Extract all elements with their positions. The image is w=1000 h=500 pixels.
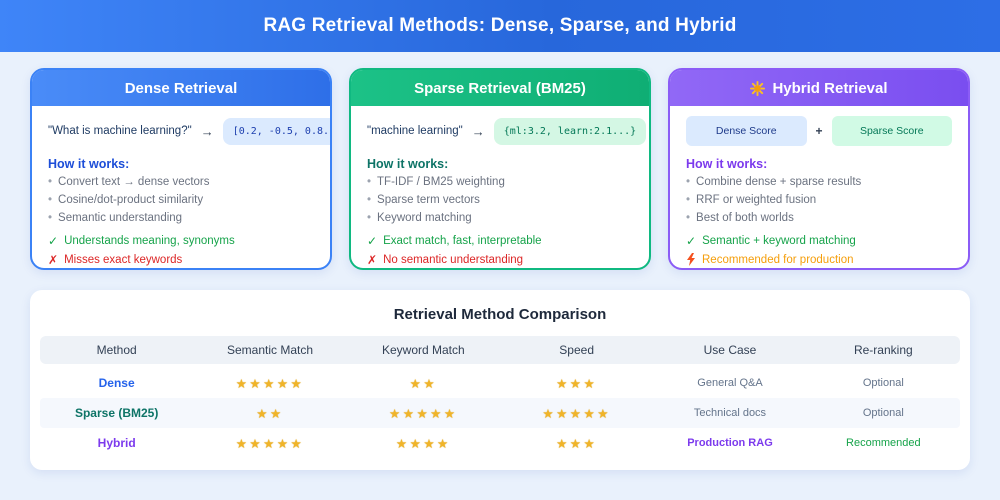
dense-pro-text: Understands meaning, synonyms: [64, 235, 235, 247]
bullet-item: Semantic understanding: [48, 212, 314, 225]
starburst-icon: [750, 80, 766, 96]
sparse-con-text: No semantic understanding: [383, 254, 524, 266]
sparse-pro-text: Exact match, fast, interpretable: [383, 235, 542, 247]
keyword-match-rating: ★★★★: [395, 436, 451, 451]
table-row-sparse: Sparse (BM25) ★★ ★★★★★ ★★★★★ Technical d…: [40, 398, 960, 428]
speed-rating: ★★★: [556, 436, 598, 451]
card-dense-retrieval: Dense Retrieval "What is machine learnin…: [30, 68, 332, 270]
sparse-con-line: ✗ No semantic understanding: [367, 253, 633, 267]
card-sparse-header: Sparse Retrieval (BM25): [351, 70, 649, 106]
use-case-cell: Technical docs: [693, 407, 767, 419]
card-sparse-retrieval: Sparse Retrieval (BM25) "machine learnin…: [349, 68, 651, 270]
table-title: Retrieval Method Comparison: [393, 306, 607, 323]
method-cell: Dense: [98, 376, 135, 390]
column-header-method: Method: [96, 343, 137, 357]
method-cell: Hybrid: [97, 436, 136, 450]
bullet-item: Best of both worlds: [686, 212, 952, 225]
dense-bullets: Convert text → dense vectors Cosine/dot-…: [48, 176, 314, 225]
column-header-semantic-match: Semantic Match: [226, 343, 314, 357]
hybrid-recommendation-line: Recommended for production: [686, 253, 952, 266]
column-header-speed: Speed: [559, 343, 594, 357]
dense-score-chip: Dense Score: [686, 116, 807, 146]
bullet-item: Convert text → dense vectors: [48, 176, 314, 189]
re-ranking-cell: Optional: [862, 377, 904, 389]
semantic-match-rating: ★★: [256, 406, 284, 421]
use-case-cell: General Q&A: [697, 377, 763, 389]
dense-how-label: How it works:: [48, 157, 130, 171]
bullet-item: Sparse term vectors: [367, 194, 633, 207]
card-hybrid-body: Dense Score + Sparse Score How it works:…: [670, 106, 968, 268]
card-hybrid-header: Hybrid Retrieval: [670, 70, 968, 106]
hybrid-bullets: Combine dense + sparse results RRF or we…: [686, 176, 952, 225]
card-sparse-body: "machine learning" → {ml:3.2, learn:2.1.…: [351, 106, 649, 268]
bullet-item: Keyword matching: [367, 212, 633, 225]
comparison-table-card: Retrieval Method Comparison Method Seman…: [30, 290, 970, 470]
dense-con-text: Misses exact keywords: [64, 254, 183, 266]
speed-rating: ★★★★★: [542, 406, 611, 421]
check-icon: ✓: [367, 234, 378, 248]
semantic-match-rating: ★★★★★: [235, 376, 305, 391]
card-dense-title: Dense Retrieval: [124, 79, 238, 97]
check-icon: ✓: [48, 234, 59, 248]
card-hybrid-title: Hybrid Retrieval: [772, 79, 888, 97]
card-dense-body: "What is machine learning?" → [0.2, -0.5…: [32, 106, 330, 268]
method-cell: Sparse (BM25): [74, 406, 159, 420]
column-header-use-case: Use Case: [703, 343, 757, 357]
dense-example: "What is machine learning?" → [0.2, -0.5…: [48, 115, 330, 147]
card-hybrid-retrieval: Hybrid Retrieval Dense Score + Sparse Sc…: [668, 68, 970, 270]
semantic-match-rating: ★★★★★: [235, 436, 305, 451]
keyword-match-rating: ★★★★★: [389, 406, 458, 421]
page-title: RAG Retrieval Methods: Dense, Sparse, an…: [263, 15, 737, 36]
hybrid-pro-line: ✓ Semantic + keyword matching: [686, 234, 952, 248]
dense-vector-chip: [0.2, -0.5, 0.8...]: [222, 117, 330, 145]
sparse-pro-line: ✓ Exact match, fast, interpretable: [367, 234, 633, 248]
cross-icon: ✗: [48, 253, 59, 267]
dense-pro-line: ✓ Understands meaning, synonyms: [48, 234, 314, 248]
card-sparse-title: Sparse Retrieval (BM25): [414, 79, 586, 97]
cross-icon: ✗: [367, 253, 378, 267]
hybrid-example: Dense Score + Sparse Score: [686, 115, 953, 147]
arrow-right-icon: →: [200, 123, 214, 139]
sparse-weights-chip: {ml:3.2, learn:2.1...}: [493, 117, 647, 145]
dense-con-line: ✗ Misses exact keywords: [48, 253, 314, 267]
sparse-how-label: How it works:: [367, 157, 449, 171]
bullet-item: Combine dense + sparse results: [686, 176, 952, 189]
hybrid-pro-text: Semantic + keyword matching: [702, 235, 856, 247]
plus-icon: +: [815, 124, 823, 138]
keyword-match-rating: ★★: [409, 376, 438, 391]
card-dense-header: Dense Retrieval: [32, 70, 330, 106]
table-row-hybrid: Hybrid ★★★★★ ★★★★ ★★★ Production RAG Rec…: [40, 428, 960, 458]
use-case-cell: Production RAG: [687, 437, 773, 449]
bullet-item: Cosine/dot-product similarity: [48, 194, 314, 207]
dense-example-query: "What is machine learning?": [48, 125, 192, 137]
column-header-keyword-match: Keyword Match: [381, 343, 465, 357]
banner: RAG Retrieval Methods: Dense, Sparse, an…: [0, 0, 1000, 52]
sparse-score-chip: Sparse Score: [831, 116, 953, 146]
sparse-bullets: TF-IDF / BM25 weighting Sparse term vect…: [367, 176, 633, 225]
sparse-example-query: "machine learning": [367, 125, 463, 137]
lightning-icon: [686, 253, 696, 266]
arrow-right-icon: →: [471, 123, 485, 139]
column-header-re-ranking: Re-ranking: [853, 343, 913, 357]
table-row-dense: Dense ★★★★★ ★★ ★★★ General Q&A Optional: [40, 368, 960, 398]
re-ranking-cell: Optional: [862, 407, 904, 419]
table-header-row: Method Semantic Match Keyword Match Spee…: [40, 336, 960, 364]
cards-row: Dense Retrieval "What is machine learnin…: [0, 52, 1000, 270]
sparse-example: "machine learning" → {ml:3.2, learn:2.1.…: [367, 115, 647, 147]
bullet-item: RRF or weighted fusion: [686, 194, 952, 207]
speed-rating: ★★★: [556, 376, 598, 391]
hybrid-recommendation-text: Recommended for production: [702, 253, 854, 266]
check-icon: ✓: [686, 234, 697, 248]
hybrid-how-label: How it works:: [686, 157, 768, 171]
re-ranking-cell: Recommended: [846, 437, 921, 449]
bullet-item: TF-IDF / BM25 weighting: [367, 176, 633, 189]
